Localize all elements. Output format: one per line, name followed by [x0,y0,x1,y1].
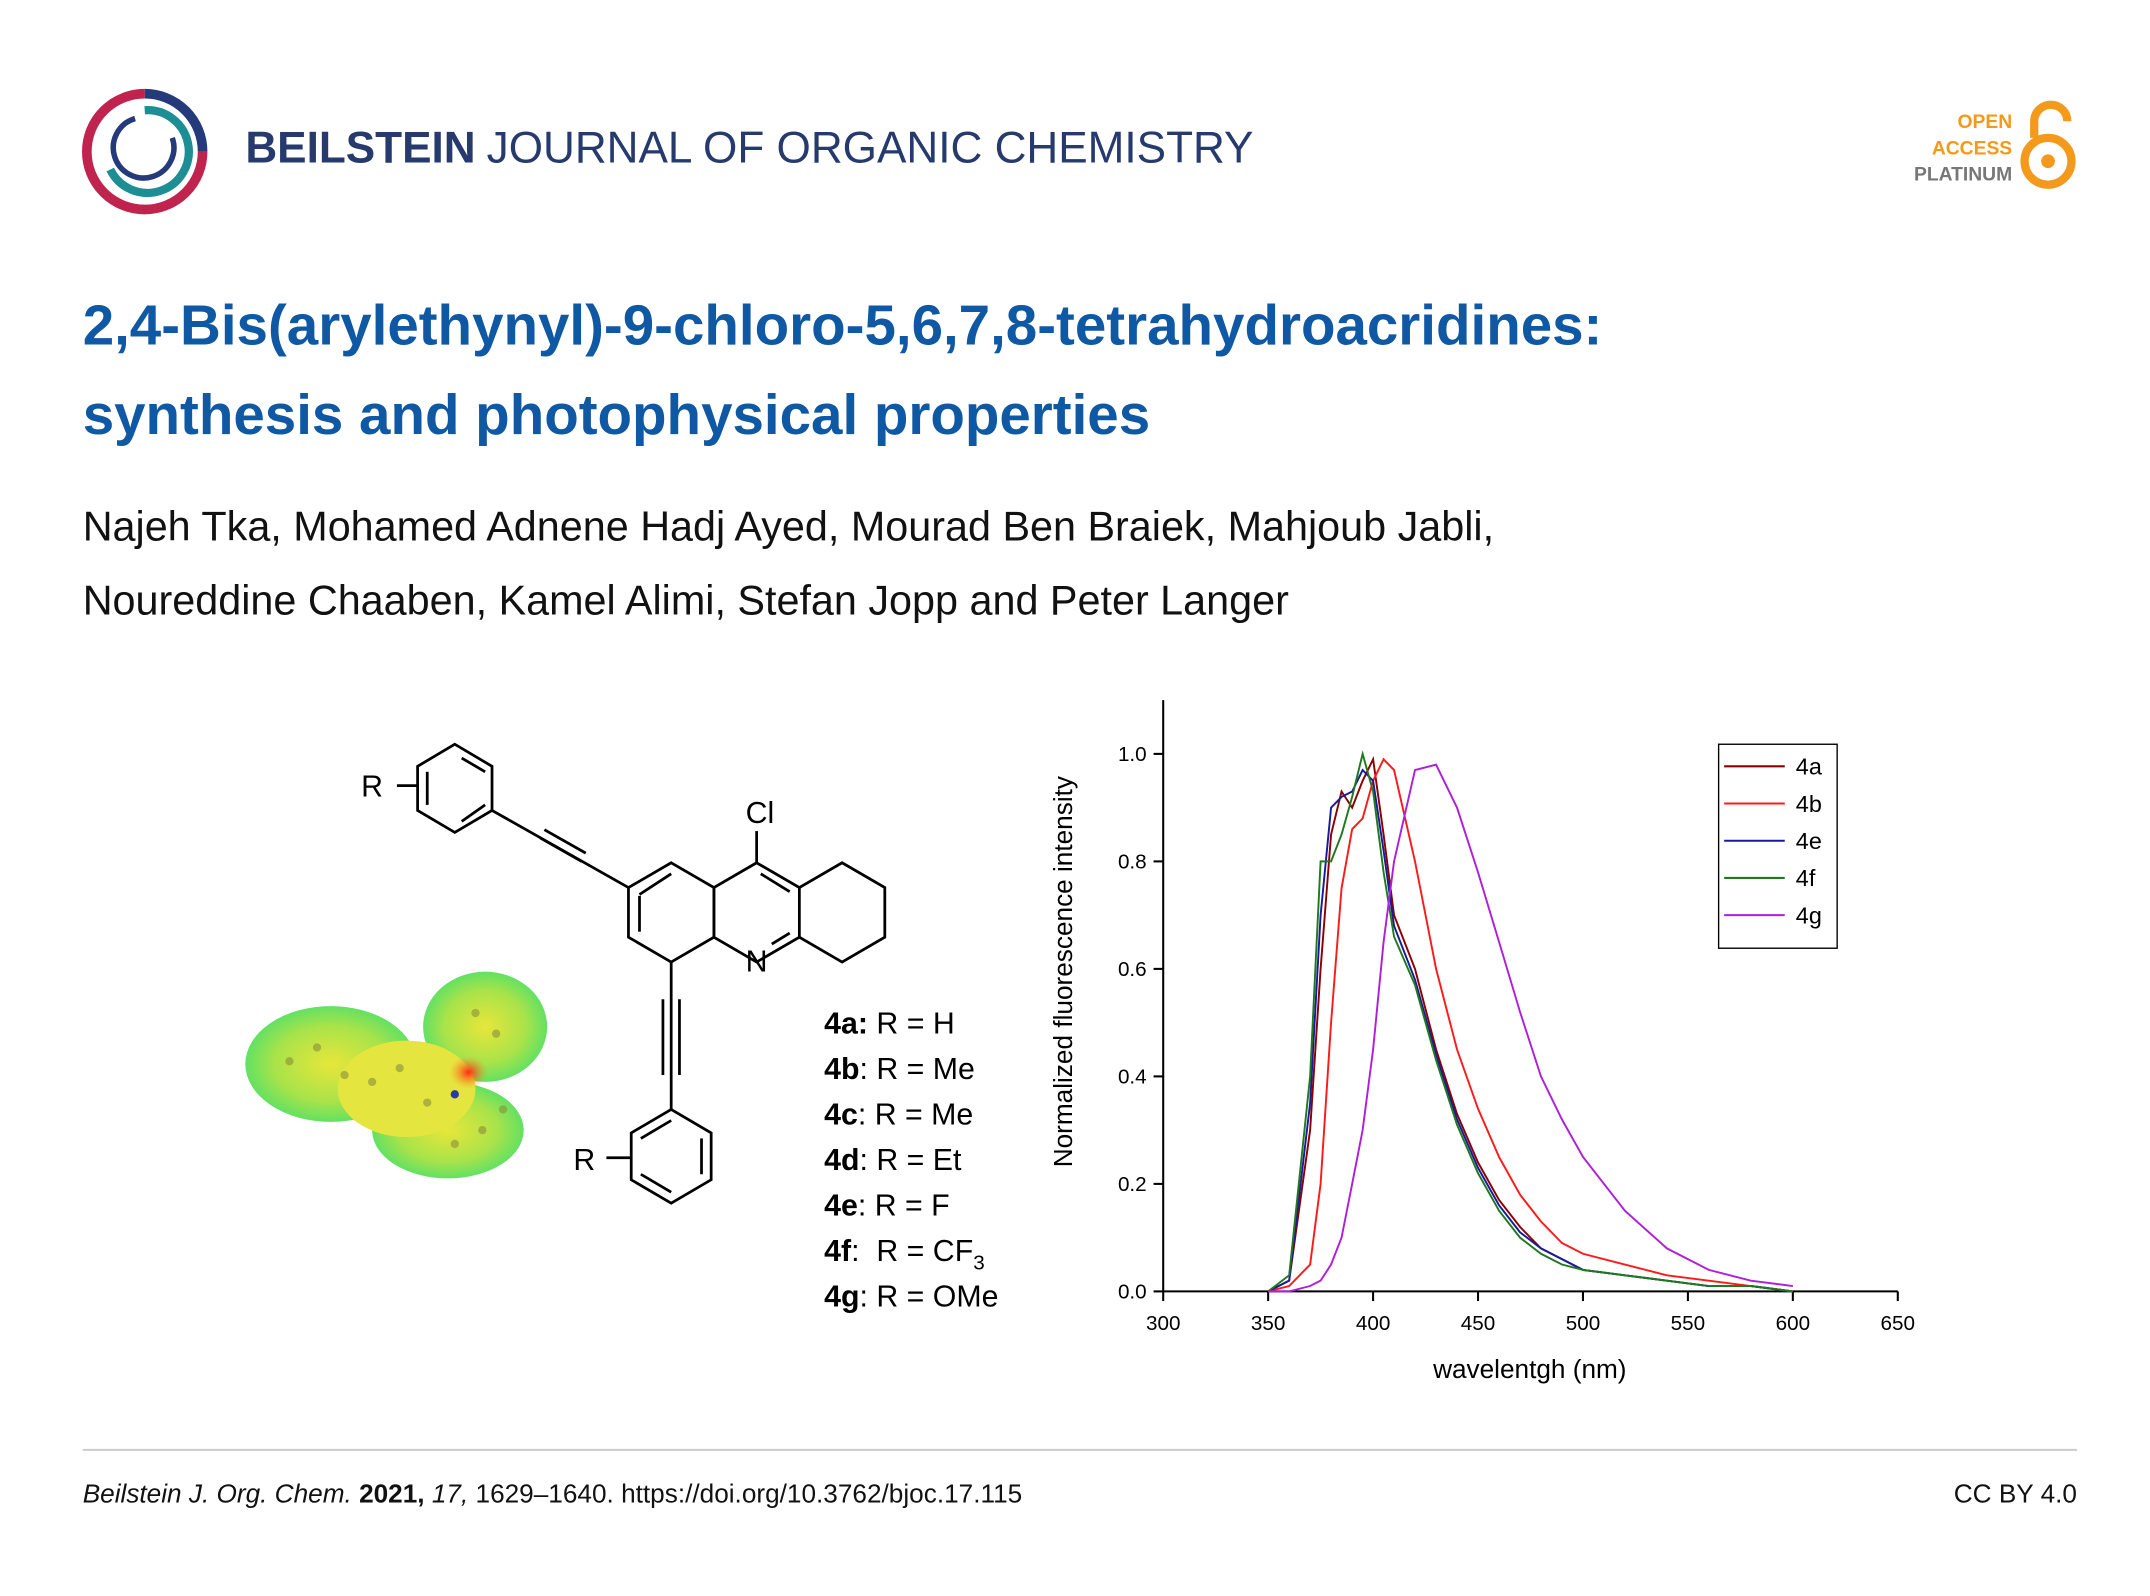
open-access-badge: OPEN ACCESS PLATINUM [1914,100,2076,189]
citation-volume: 17, [432,1478,468,1508]
compound-entry: 4a: R = H [824,1008,955,1041]
badge-platinum: PLATINUM [1914,165,2012,186]
badge-access: ACCESS [1932,138,2012,159]
atom-label: Cl [746,797,775,830]
x-tick-label: 650 [1881,1312,1915,1335]
legend-label: 4a [1796,754,1823,780]
title-line: 2,4-Bis(arylethynyl)-9-chloro-5,6,7,8-te… [83,294,1603,357]
compound-id: 4f [824,1235,852,1268]
compound-substituent: : R = Me [858,1099,973,1132]
authors-line: Noureddine Chaaben, Kamel Alimi, Stefan … [83,578,1289,624]
compound-entry: 4e: R = F [824,1190,950,1223]
citation: Beilstein J. Org. Chem. 2021, 17, 1629–1… [83,1478,1023,1508]
x-tick-label: 350 [1251,1312,1285,1335]
y-tick-label: 1.0 [1118,743,1147,766]
compound-entry: 4d: R = Et [824,1144,962,1177]
compound-id: 4g [824,1281,859,1314]
citation-year: 2021, [359,1478,424,1508]
compound-id: 4b [824,1053,859,1086]
compound-entry: 4f: R = CF3 [824,1235,985,1274]
compound-substituent: : R = Me [860,1053,975,1086]
x-tick-label: 600 [1776,1312,1810,1335]
compound-id: 4c [824,1099,858,1132]
legend-label: 4f [1796,865,1816,891]
compound-substituent: : R = CF [851,1235,973,1268]
y-axis-title: Normalized fluorescence intensity [1048,775,1078,1167]
x-tick-label: 550 [1671,1312,1705,1335]
compound-substituent: R = H [868,1008,955,1041]
authors-line: Najeh Tka, Mohamed Adnene Hadj Ayed, Mou… [83,503,1494,549]
y-tick-label: 0.0 [1118,1280,1147,1303]
y-tick-label: 0.2 [1118,1173,1147,1196]
y-tick-label: 0.8 [1118,850,1147,873]
compound-entry: 4c: R = Me [824,1099,973,1132]
compound-id: 4a: [824,1008,868,1041]
esp-map [245,971,548,1179]
compound-substituent: : R = Et [860,1144,962,1177]
substituent-label: R [361,771,383,804]
compound-id: 4e [824,1190,858,1223]
badge-open: OPEN [1958,112,2013,133]
x-tick-label: 450 [1461,1312,1495,1335]
journal-rest: JOURNAL OF ORGANIC CHEMISTRY [487,124,1254,173]
compound-id: 4d [824,1144,859,1177]
legend-label: 4b [1796,791,1822,817]
legend-label: 4e [1796,828,1822,854]
compound-entry: 4b: R = Me [824,1053,975,1086]
citation-doi: https://doi.org/10.3762/bjoc.17.115 [621,1478,1022,1508]
citation-journal: Beilstein J. Org. Chem. [83,1478,352,1508]
x-axis-title: wavelentgh (nm) [1432,1354,1626,1384]
compound-substituent: : R = OMe [860,1281,999,1314]
x-tick-label: 400 [1356,1312,1390,1335]
series-line [1267,750,1794,1293]
series-line [1267,757,1794,1293]
license: CC BY 4.0 [1954,1478,2077,1508]
title-line: synthesis and photophysical properties [83,383,1150,446]
journal-name: BEILSTEIN JOURNAL OF ORGANIC CHEMISTRY [245,124,1253,173]
series-line [1268,763,1794,1293]
subscript: 3 [973,1251,985,1274]
journal-bold: BEILSTEIN [245,124,475,173]
chemical-structure [396,742,887,1205]
y-tick-label: 0.6 [1118,958,1147,981]
journal-logo [82,88,208,215]
y-tick-label: 0.4 [1118,1065,1147,1088]
atom-label: N [746,946,768,979]
compound-entry: 4g: R = OMe [824,1281,998,1314]
legend-label: 4g [1796,902,1822,928]
chart: wavelentgh (nm) Normalized fluorescence … [1048,700,1915,1384]
compound-substituent: : R = F [858,1190,950,1223]
citation-pages: 1629–1640. [476,1478,614,1508]
substituent-label: R [573,1144,595,1177]
x-tick-label: 300 [1146,1312,1180,1335]
x-tick-label: 500 [1566,1312,1600,1335]
